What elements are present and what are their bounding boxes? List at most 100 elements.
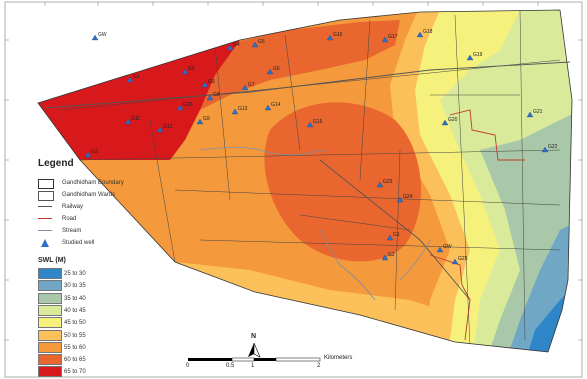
well-label: G22 xyxy=(548,144,558,150)
swl-class-label: 40 to 45 xyxy=(64,307,86,314)
well-triangle-icon xyxy=(91,34,99,41)
well-label: G14 xyxy=(271,102,281,108)
road-line-icon xyxy=(38,218,52,219)
well-triangle-icon xyxy=(451,258,459,265)
well-triangle-icon xyxy=(156,126,164,133)
well-triangle-icon xyxy=(231,108,239,115)
swl-class-row: 55 to 60 xyxy=(38,341,170,354)
swl-class-row: 30 to 35 xyxy=(38,280,170,292)
well-label: G15 xyxy=(313,119,323,125)
well-triangle-icon xyxy=(201,81,209,88)
swl-class-label: 45 to 50 xyxy=(64,320,86,327)
well-label: G3 xyxy=(91,149,98,155)
legend-item-boundary: Gandhidham Boundary xyxy=(38,178,178,189)
well-label: G9 xyxy=(203,116,210,122)
well-label: G8 xyxy=(213,92,220,98)
well-label: G17 xyxy=(388,34,398,40)
well-label: G1 xyxy=(133,74,140,80)
well-triangle-icon xyxy=(196,118,204,125)
swl-swatch xyxy=(38,280,62,292)
well-label: G6 xyxy=(273,66,280,72)
roads xyxy=(429,109,525,341)
boundary-swatch xyxy=(38,179,54,189)
well-label: G13 xyxy=(238,106,248,112)
well-triangle-icon xyxy=(526,111,534,118)
graticule-ticks xyxy=(5,2,582,341)
swl-class-row: 45 to 50 xyxy=(38,317,170,329)
well-triangle-icon xyxy=(206,94,214,101)
scale-tick-1: 1 xyxy=(251,363,255,369)
legend-item-road: Road xyxy=(38,214,178,224)
well-label: G2 xyxy=(388,252,395,258)
well-triangle-icon xyxy=(306,121,314,128)
swl-class-row: 25 to 30 xyxy=(38,268,170,280)
well-label: G7 xyxy=(248,82,255,88)
well-triangle-icon xyxy=(441,119,449,126)
swl-class-row: 50 to 55 xyxy=(38,329,170,342)
wards-swatch xyxy=(38,191,54,201)
well-label: G10 xyxy=(183,102,193,108)
well-triangle-icon xyxy=(251,41,259,48)
swl-swatch xyxy=(38,304,62,316)
well-label: G21 xyxy=(533,109,543,115)
well-triangle-icon xyxy=(466,54,474,61)
swl-legend-title: SWL (M) xyxy=(38,257,66,264)
north-arrow-label: N xyxy=(251,333,257,340)
railway-line-icon xyxy=(38,206,52,207)
well-label: G12 xyxy=(163,124,173,130)
swl-swatch xyxy=(38,354,62,366)
well-label: GW xyxy=(443,244,452,250)
swl-class-label: 35 to 40 xyxy=(64,295,86,302)
legend-item-stream: Stream xyxy=(38,226,178,236)
gandhidham-boundary xyxy=(37,9,573,353)
well-triangle-icon xyxy=(376,181,384,188)
well-label: G1 xyxy=(393,232,400,238)
swl-class-label: 55 to 60 xyxy=(64,344,86,351)
well-label: G23 xyxy=(383,179,393,185)
swl-class-label: 50 to 55 xyxy=(64,332,86,339)
swl-class-row: 40 to 45 xyxy=(38,304,170,317)
well-label: G19 xyxy=(473,52,483,58)
well-triangle-icon xyxy=(541,146,549,153)
railway xyxy=(44,61,571,301)
legend-item-well: Studied well xyxy=(38,238,178,248)
swl-class-row: 35 to 40 xyxy=(38,292,170,305)
well-label: G25 xyxy=(458,256,468,262)
legend-label: Gandhidham Wards xyxy=(62,192,116,198)
scale-tick-0: 0 xyxy=(186,363,190,369)
swl-swatch xyxy=(38,292,62,304)
well-label: GW xyxy=(98,32,107,38)
swl-swatch xyxy=(38,366,62,378)
scale-tick-2: 2 xyxy=(317,363,321,369)
swl-class-label: 25 to 30 xyxy=(64,271,86,277)
swl-class-label: 60 to 65 xyxy=(64,357,86,364)
swl-swatch xyxy=(38,341,62,353)
legend-item-railway: Railway xyxy=(38,202,178,212)
swl-swatch xyxy=(38,317,62,329)
well-label: G18 xyxy=(423,29,433,35)
well-label: G4 xyxy=(233,42,240,48)
swl-class-label: 65 to 70 xyxy=(64,369,86,376)
studied-wells: GW G1 G2 G3 G4 G5 G6 G7 G8 G9 G10 G11 G12 G13 G14 G15 G1… xyxy=(84,29,558,265)
north-arrow-icon xyxy=(248,342,261,358)
well-triangle-icon xyxy=(416,31,424,38)
legend-title: Legend xyxy=(38,158,74,169)
scale-unit: Kilometers xyxy=(324,355,353,361)
well-triangle-icon xyxy=(381,36,389,43)
triangle-icon xyxy=(41,239,49,247)
well-triangle-icon xyxy=(181,68,189,75)
well-label: G2 xyxy=(188,66,195,72)
well-triangle-icon xyxy=(436,246,444,253)
well-label: G3 xyxy=(208,79,215,85)
legend-label: Railway xyxy=(62,204,84,210)
well-triangle-icon xyxy=(226,44,234,51)
well-triangle-icon xyxy=(266,68,274,75)
swl-swatch xyxy=(38,268,62,279)
well-triangle-icon xyxy=(84,151,92,158)
well-label: G16 xyxy=(333,32,343,38)
swl-swatch xyxy=(38,329,62,341)
legend-label: Road xyxy=(62,216,77,222)
map-border xyxy=(4,1,583,378)
well-triangle-icon xyxy=(386,234,394,241)
